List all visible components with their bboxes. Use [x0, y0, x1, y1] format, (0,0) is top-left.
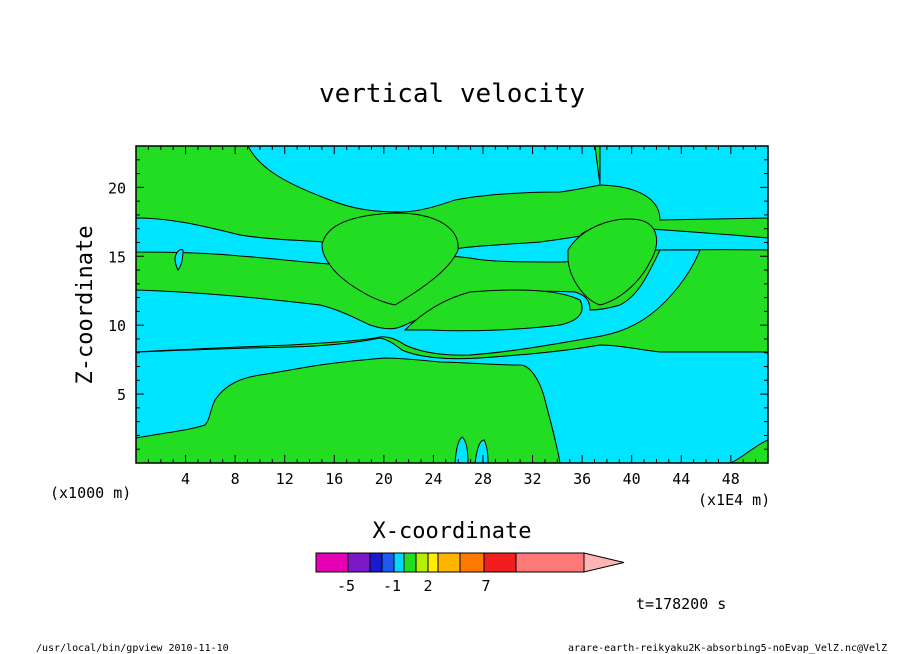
y-tick-label: 15	[108, 248, 126, 266]
colorbar	[315, 552, 625, 573]
colorbar-swatch	[515, 552, 585, 573]
x-tick-label: 36	[573, 470, 591, 488]
chart-title: vertical velocity	[319, 79, 585, 109]
colorbar-label: -5	[337, 577, 355, 595]
contour-lens-middle	[403, 289, 583, 332]
contour-region-cross-band	[135, 249, 701, 356]
x-tick-label: 48	[722, 470, 740, 488]
y-tick-label: 5	[117, 386, 126, 404]
contour-region-top	[247, 145, 601, 213]
y-axis-label: Z-coordinate	[73, 226, 98, 385]
colorbar-swatch	[369, 552, 383, 573]
x-tick-label: 16	[325, 470, 343, 488]
x-tick-label: 12	[276, 470, 294, 488]
x-tick-label: 24	[424, 470, 442, 488]
footer-right: arare-earth-reikyaku2K-absorbing5-noEvap…	[568, 643, 887, 654]
colorbar-swatch	[381, 552, 395, 573]
colorbar-label: 2	[423, 577, 432, 595]
colorbar-labels: -5 -1 2 7	[337, 577, 491, 595]
colorbar-swatch	[315, 552, 349, 573]
contour-regions	[135, 145, 769, 464]
contour-region-lower	[135, 337, 769, 464]
contour-island-2	[474, 439, 489, 464]
x-unit-left: (x1000 m)	[50, 484, 131, 502]
contour-island-1	[454, 436, 469, 464]
y-tick-label: 20	[108, 179, 126, 197]
contour-lens-right	[567, 218, 658, 306]
x-tick-label: 4	[181, 470, 190, 488]
x-tick-label: 28	[474, 470, 492, 488]
colorbar-swatch	[415, 552, 429, 573]
y-tick-label: 10	[108, 317, 126, 335]
x-axis-label: X-coordinate	[373, 519, 532, 544]
x-tick-label: 8	[231, 470, 240, 488]
footer-left: /usr/local/bin/gpview 2010-11-10	[36, 643, 229, 654]
x-tick-label: 20	[375, 470, 393, 488]
colorbar-arrow	[583, 552, 625, 573]
colorbar-swatch	[403, 552, 417, 573]
x-axis: 4 8 12 16 20 24 28 32 36 40 44 48	[147, 146, 757, 488]
colorbar-swatch	[459, 552, 485, 573]
colorbar-swatch	[393, 552, 405, 573]
x-tick-label: 44	[672, 470, 690, 488]
x-tick-label: 32	[524, 470, 542, 488]
green-lenses	[321, 212, 658, 332]
plot-area	[135, 145, 769, 464]
x-tick-label: 40	[623, 470, 641, 488]
colorbar-swatch	[427, 552, 439, 573]
contour-region-top-right	[599, 145, 769, 221]
colorbar-label: -1	[383, 577, 401, 595]
colorbar-swatch	[437, 552, 461, 573]
y-axis: 5 10 15 20	[108, 159, 768, 450]
time-label: t=178200 s	[636, 595, 726, 613]
colorbar-swatch	[483, 552, 517, 573]
x-unit-right: (x1E4 m)	[698, 491, 770, 509]
contour-lens-left	[321, 212, 459, 306]
colorbar-label: 7	[481, 577, 490, 595]
colorbar-swatch	[347, 552, 371, 573]
plot-frame	[135, 145, 769, 464]
contour-island-3	[174, 249, 184, 271]
